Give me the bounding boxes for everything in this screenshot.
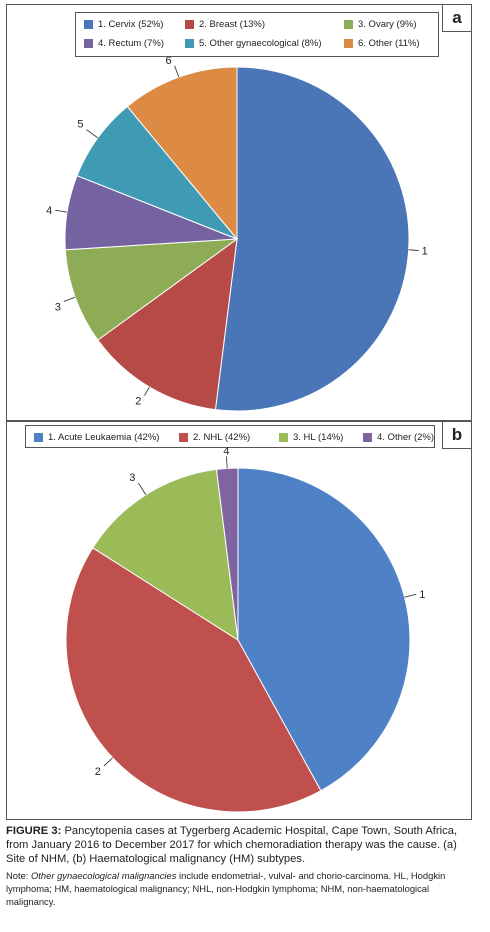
legend-swatch	[363, 433, 372, 442]
legend-item-1: 1. Acute Leukaemia (42%)	[34, 432, 159, 443]
slice-label-4: 4	[223, 445, 229, 457]
figure-caption: FIGURE 3: Pancytopenia cases at Tygerber…	[6, 824, 472, 866]
legend-item-1: 1. Cervix (52%)	[84, 19, 163, 30]
pie-slice-4	[215, 467, 239, 641]
legend-b: 1. Acute Leukaemia (42%) 2. NHL (42%) 3. H…	[25, 425, 435, 448]
note-text: include endometrial-, vulval- and chorio…	[6, 870, 446, 907]
figure-label: FIGURE 3:	[6, 825, 62, 837]
legend-item-6: 6. Other (11%)	[344, 38, 420, 49]
pie-slice-2	[97, 237, 238, 411]
legend-item-5: 5. Other gynaecological (8%)	[185, 38, 322, 49]
leader-line-2	[103, 757, 113, 767]
legend-swatch	[344, 20, 353, 29]
leader-line-3	[137, 482, 147, 495]
legend-swatch	[84, 39, 93, 48]
chart-panel-a: a 1. Cervix (52%) 2. Breast (13%) 3. Ovary…	[6, 4, 472, 421]
legend-label: 4. Rectum (7%)	[98, 38, 164, 49]
legend-swatch	[185, 20, 194, 29]
pie-chart-b: 1 2 3 4	[65, 445, 425, 813]
legend-item-3: 3. HL (14%)	[279, 432, 343, 443]
pie-chart-a: 1 2 3 4 5 6	[46, 55, 428, 412]
leader-line-3	[63, 296, 76, 302]
leader-line-6	[174, 65, 180, 78]
slice-label-4: 4	[46, 205, 52, 217]
leader-line-1	[404, 593, 417, 598]
pie-slice-1	[214, 66, 410, 412]
legend-item-4: 4. Rectum (7%)	[84, 38, 164, 49]
slice-label-2: 2	[135, 396, 141, 408]
legend-swatch	[84, 20, 93, 29]
legend-swatch	[185, 39, 194, 48]
slice-label-1: 1	[422, 245, 428, 257]
legend-swatch	[34, 433, 43, 442]
leader-line-4	[226, 456, 228, 469]
slice-label-3: 3	[129, 472, 135, 484]
legend-item-4: 4. Other (2%)	[363, 432, 434, 443]
legend-label: 5. Other gynaecological (8%)	[199, 38, 322, 49]
panel-label-a: a	[442, 4, 472, 32]
note-emphasis: Other gynaecological malignancies	[31, 870, 177, 881]
figure-caption-text: Pancytopenia cases at Tygerberg Academic…	[6, 825, 458, 865]
legend-label: 3. HL (14%)	[293, 432, 344, 443]
legend-swatch	[279, 433, 288, 442]
pie-slice-6	[126, 66, 238, 241]
leader-line-2	[144, 386, 150, 396]
pie-slice-3	[64, 238, 239, 341]
slice-label-5: 5	[77, 119, 83, 131]
legend-label: 3. Ovary (9%)	[358, 19, 417, 30]
legend-item-3: 3. Ovary (9%)	[344, 19, 417, 30]
slice-label-3: 3	[55, 301, 61, 313]
slice-label-1: 1	[419, 589, 425, 601]
legend-swatch	[179, 433, 188, 442]
legend-label: 2. Breast (13%)	[199, 19, 265, 30]
chart-panel-b: b 1. Acute Leukaemia (42%) 2. NHL (42%) 3.…	[6, 421, 472, 820]
slice-label-6: 6	[166, 55, 172, 67]
panel-label-b: b	[442, 421, 472, 449]
legend-label: 6. Other (11%)	[358, 38, 420, 49]
legend-label: 4. Other (2%)	[377, 432, 435, 443]
legend-item-2: 2. NHL (42%)	[179, 432, 250, 443]
figure-note: Note: Other gynaecological malignancies …	[6, 869, 472, 908]
legend-label: 1. Cervix (52%)	[98, 19, 164, 30]
pie-slice-3	[92, 468, 239, 641]
slice-label-2: 2	[95, 766, 101, 778]
legend-label: 1. Acute Leukaemia (42%)	[48, 432, 160, 443]
legend-a: 1. Cervix (52%) 2. Breast (13%) 3. Ovary (…	[75, 12, 439, 57]
legend-label: 2. NHL (42%)	[193, 432, 251, 443]
note-prefix: Note:	[6, 870, 32, 881]
leader-line-1	[408, 249, 419, 251]
legend-swatch	[344, 39, 353, 48]
leader-line-4	[55, 209, 68, 213]
legend-item-2: 2. Breast (13%)	[185, 19, 265, 30]
leader-line-5	[86, 129, 99, 139]
